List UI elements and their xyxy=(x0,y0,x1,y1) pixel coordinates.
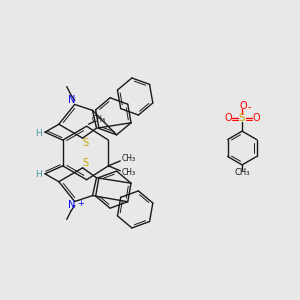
Text: N: N xyxy=(68,95,75,106)
Text: H: H xyxy=(35,129,41,138)
Text: CH₃: CH₃ xyxy=(121,168,135,177)
Text: O: O xyxy=(224,113,232,123)
Text: +: + xyxy=(77,199,84,208)
Text: S: S xyxy=(239,113,245,123)
Text: -: - xyxy=(247,102,251,112)
Text: CH₃: CH₃ xyxy=(121,154,135,164)
Text: CH₃: CH₃ xyxy=(234,168,250,177)
Text: N: N xyxy=(68,200,75,211)
Text: O: O xyxy=(252,113,260,123)
Text: S: S xyxy=(82,138,89,148)
Text: CH₃: CH₃ xyxy=(92,115,106,124)
Text: O: O xyxy=(239,101,247,111)
Text: S: S xyxy=(82,158,89,168)
Text: H: H xyxy=(35,170,41,179)
